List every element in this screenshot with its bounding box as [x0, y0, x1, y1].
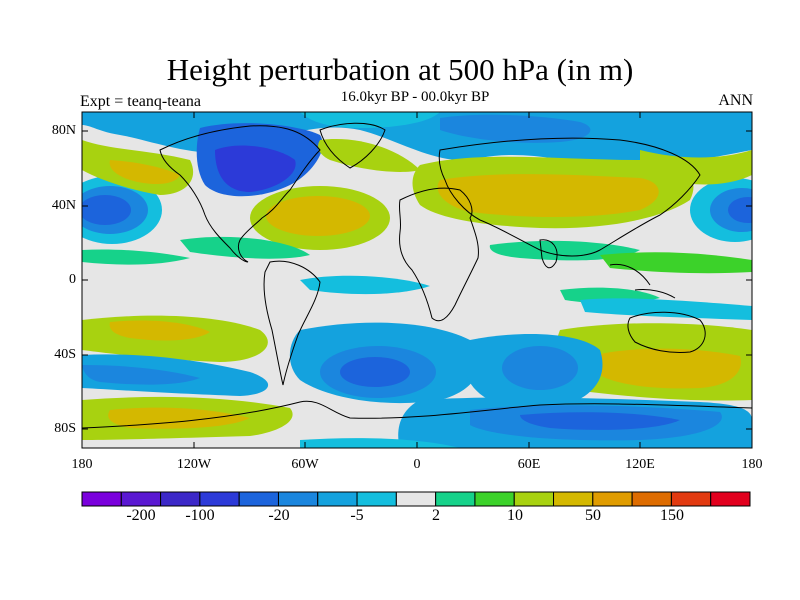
colorbar-swatch [81, 491, 122, 507]
colorbar-label: -20 [268, 507, 290, 524]
lat-label-80n: 80N [51, 123, 76, 138]
colorbar-label: -200 [126, 507, 156, 524]
lat-label-40s: 40S [54, 347, 76, 362]
colorbar-label: 2 [432, 507, 440, 524]
colorbar [81, 491, 751, 507]
colorbar-swatch [710, 491, 751, 507]
lon-label-60e: 60E [517, 457, 541, 472]
colorbar-swatch [120, 491, 162, 507]
lon-label-0: 0 [413, 457, 421, 472]
north-atlantic-high [266, 196, 370, 236]
lon-label-120e: 120E [625, 457, 655, 472]
indian-ocean-high [595, 348, 741, 389]
lat-label-80s: 80S [54, 421, 76, 436]
lat-label-40n: 40N [51, 198, 76, 213]
colorbar-swatch [160, 491, 201, 507]
colorbar-swatch [277, 491, 319, 507]
colorbar-swatch [435, 491, 476, 507]
colorbar-swatch [670, 491, 712, 507]
coastlines [82, 122, 752, 429]
lat-label-0: 0 [69, 272, 76, 287]
colorbar-label: 150 [660, 507, 684, 524]
southern-ocean-low [520, 412, 680, 430]
south-pacific-high [108, 407, 251, 429]
figure-title: Height perturbation at 500 hPa (in m) [166, 52, 634, 87]
colorbar-swatch [199, 491, 240, 507]
south-atlantic-low [340, 357, 410, 387]
colorbar-swatch [592, 491, 633, 507]
lon-label-180e: 180 [741, 457, 763, 472]
colorbar-swatch [317, 491, 358, 507]
lon-label-60w: 60W [291, 457, 319, 472]
colorbar-swatch [395, 491, 437, 507]
lon-label-180w: 180 [71, 457, 93, 472]
colorbar-label: -5 [350, 507, 364, 524]
colorbar-label: 50 [585, 507, 601, 524]
season-label: ANN [718, 92, 753, 109]
colorbar-label: 10 [507, 507, 523, 524]
figure-subtitle: 16.0kyr BP - 00.0kyr BP [340, 89, 490, 105]
colorbar-swatch [553, 491, 594, 507]
colorbar-swatch [631, 491, 672, 507]
colorbar-swatch [238, 491, 279, 507]
colorbar-label: -100 [185, 507, 215, 524]
lon-label-120w: 120W [176, 457, 212, 472]
axis-ticks [81, 112, 753, 448]
experiment-label: Expt = teanq-teana [80, 93, 201, 110]
colorbar-swatch [356, 491, 397, 507]
colorbar-swatch [513, 491, 555, 507]
colorbar-swatch [474, 491, 515, 507]
eurasia-high [437, 174, 659, 217]
contour-field [82, 112, 752, 448]
